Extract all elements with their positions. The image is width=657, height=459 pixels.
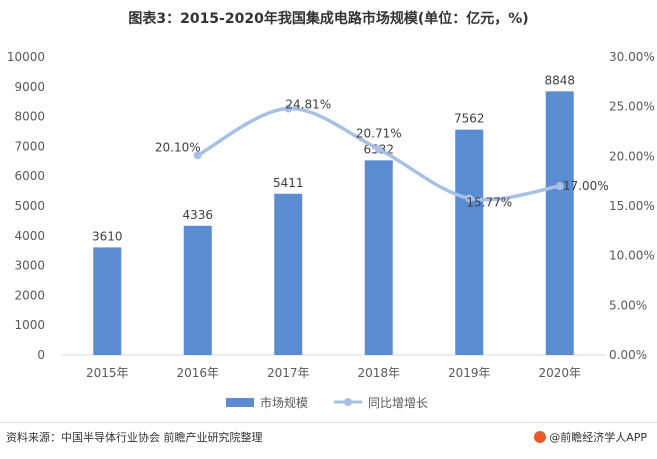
growth-point	[555, 182, 564, 191]
legend-bar-swatch	[226, 398, 254, 407]
source-note: 资料来源：中国半导体行业协会 前瞻产业研究院整理	[6, 431, 263, 444]
brand-credit: @前瞻经济学人APP	[534, 429, 647, 445]
x-tick-label: 2017年	[267, 366, 310, 380]
footer-divider	[0, 422, 657, 423]
legend-line-label: 同比增增长	[368, 396, 428, 410]
y-tick-label: 3000	[14, 259, 45, 273]
y-tick-label: 9000	[14, 80, 45, 94]
y-tick-label: 8000	[14, 110, 45, 124]
y-tick-label: 6000	[14, 169, 45, 183]
y2-tick-label: 25.00%	[609, 100, 655, 114]
chart-title: 图表3：2015-2020年我国集成电路市场规模(单位：亿元，%)	[128, 11, 529, 27]
growth-point	[284, 104, 293, 113]
y2-tick-label: 20.00%	[609, 149, 655, 163]
y-tick-label: 0	[37, 348, 45, 362]
x-tick-label: 2019年	[448, 366, 491, 380]
y-tick-label: 10000	[7, 50, 45, 64]
bar	[455, 129, 484, 355]
y-tick-label: 1000	[14, 318, 45, 332]
x-tick-label: 2020年	[538, 366, 581, 380]
bar	[274, 193, 303, 355]
bar	[364, 160, 393, 355]
bar-value-label: 7562	[454, 112, 485, 126]
bar	[183, 225, 212, 355]
brand-text: @前瞻经济学人APP	[549, 431, 647, 444]
growth-point	[465, 194, 474, 203]
y2-tick-label: 0.00%	[609, 348, 647, 362]
x-tick-label: 2015年	[86, 366, 129, 380]
bar-value-label: 8848	[544, 73, 575, 87]
y-tick-label: 7000	[14, 139, 45, 153]
growth-value-label: 24.81%	[285, 98, 331, 112]
growth-value-label: 15.77%	[466, 195, 512, 209]
x-tick-label: 2018年	[357, 366, 400, 380]
legend-bar-label: 市场规模	[260, 395, 308, 410]
bar	[93, 247, 122, 355]
growth-point	[193, 151, 202, 160]
y2-tick-label: 30.00%	[609, 50, 655, 64]
y2-tick-label: 15.00%	[609, 199, 655, 213]
growth-point	[374, 145, 383, 154]
y-tick-label: 5000	[14, 199, 45, 213]
growth-value-label: 20.71%	[356, 126, 402, 140]
bar	[545, 91, 574, 356]
y-tick-label: 4000	[14, 229, 45, 243]
bar-value-label: 3610	[92, 229, 123, 243]
y2-tick-label: 5.00%	[609, 298, 647, 312]
growth-value-label: 20.10%	[155, 140, 201, 154]
legend-line-marker	[344, 398, 352, 406]
y-tick-label: 2000	[14, 288, 45, 302]
x-tick-label: 2016年	[176, 366, 219, 380]
bar-value-label: 5411	[273, 176, 304, 190]
bar-value-label: 4336	[182, 208, 213, 222]
brand-logo-icon	[534, 431, 547, 443]
growth-value-label: 17.00%	[563, 179, 609, 193]
y2-tick-label: 10.00%	[609, 249, 655, 263]
